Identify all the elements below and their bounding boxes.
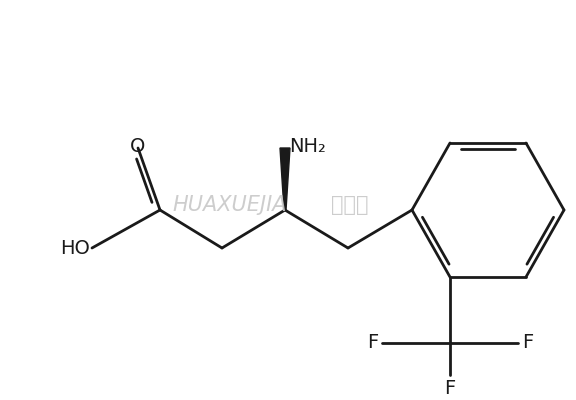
Text: F: F bbox=[444, 379, 456, 398]
Text: HUAXUEJIA: HUAXUEJIA bbox=[173, 195, 287, 215]
Text: O: O bbox=[130, 136, 146, 156]
Polygon shape bbox=[280, 148, 290, 210]
Text: NH₂: NH₂ bbox=[289, 136, 326, 156]
Text: F: F bbox=[522, 334, 533, 352]
Text: 化学加: 化学加 bbox=[331, 195, 369, 215]
Text: HO: HO bbox=[60, 238, 90, 258]
Text: F: F bbox=[367, 334, 378, 352]
